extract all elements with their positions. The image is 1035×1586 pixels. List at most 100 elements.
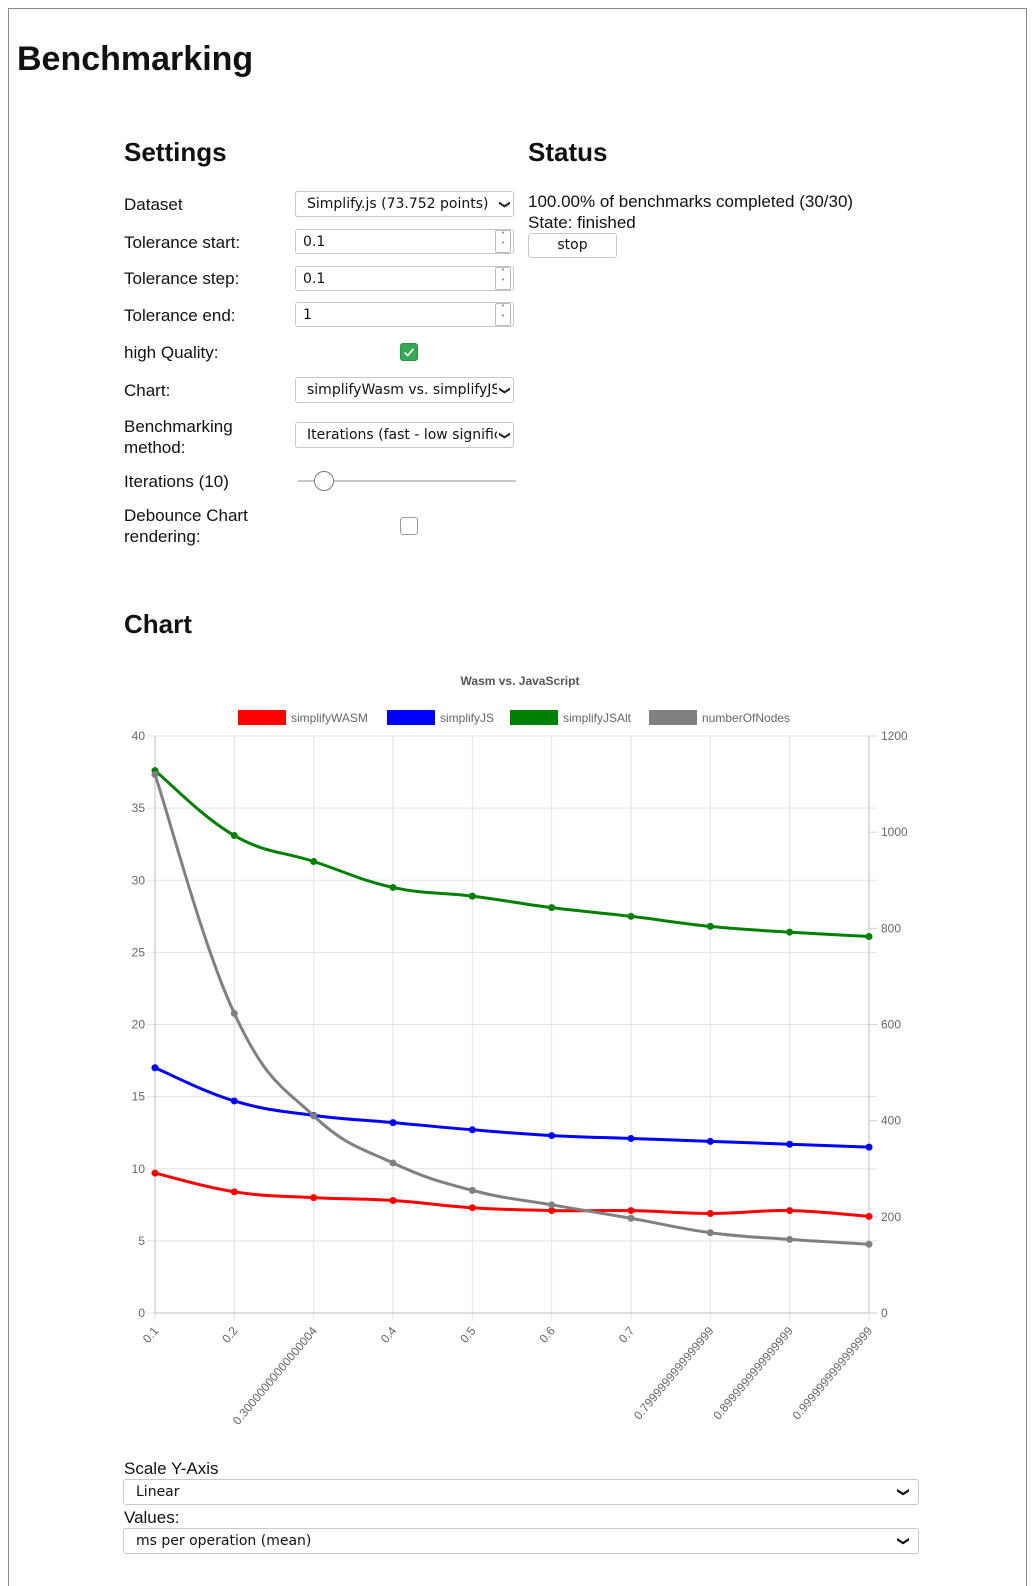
values-select[interactable]: ms per operation (mean) ❯: [123, 1528, 919, 1554]
data-point-numberOfNodes: [786, 1235, 794, 1243]
x-tick-label: 0.2: [219, 1324, 241, 1346]
data-point-simplifyJSAlt: [468, 892, 476, 900]
x-tick-label: 0.5: [457, 1324, 479, 1346]
legend-label-simplifyJSAlt: simplifyJSAlt: [563, 711, 632, 725]
y-left-tick-label: 25: [132, 945, 146, 959]
scale-y-axis-value: Linear: [136, 1484, 180, 1500]
iterations-slider-track[interactable]: [298, 480, 516, 482]
dataset-select-value: Simplify.js (73.752 points): [307, 196, 489, 212]
data-point-simplifyJS: [865, 1143, 873, 1151]
tolerance-step-value: 0.1: [303, 270, 326, 287]
data-point-numberOfNodes: [310, 1112, 318, 1120]
y-left-tick-label: 10: [132, 1162, 146, 1176]
chart-select-value: simplifyWasm vs. simplifyJS: [307, 382, 497, 398]
legend-label-numberOfNodes: numberOfNodes: [702, 711, 790, 725]
data-point-simplifyWASM: [230, 1188, 238, 1196]
data-point-numberOfNodes: [230, 1009, 238, 1017]
chevron-down-icon: ❯: [897, 1486, 911, 1498]
y-right-tick-label: 800: [881, 921, 901, 935]
legend-swatch-simplifyJS: [387, 710, 435, 725]
y-left-tick-label: 5: [138, 1234, 145, 1248]
data-point-simplifyJS: [230, 1097, 238, 1105]
chart-heading: Chart: [124, 609, 192, 639]
y-right-tick-label: 600: [881, 1018, 901, 1032]
legend-label-simplifyWASM: simplifyWASM: [291, 711, 368, 725]
tolerance-start-input[interactable]: 0.1 ˄ ˅: [295, 229, 514, 254]
scale-y-axis-select[interactable]: Linear ❯: [123, 1479, 919, 1505]
data-point-simplifyJSAlt: [627, 912, 635, 920]
line-chart: Wasm vs. JavaScript simplifyWASM simplifyJ…: [132, 674, 908, 1428]
spinner-icon[interactable]: ˄ ˅: [495, 230, 511, 253]
chart-select[interactable]: simplifyWasm vs. simplifyJS ❯: [295, 377, 514, 403]
data-point-simplifyWASM: [627, 1207, 635, 1215]
y-right-tick-label: 1000: [881, 825, 908, 839]
x-tick-label: 0.30000000000000004: [230, 1324, 320, 1428]
chart-title: Wasm vs. JavaScript: [461, 674, 580, 688]
method-select[interactable]: Iterations (fast - low significance) ❯: [295, 422, 514, 448]
data-point-numberOfNodes: [548, 1201, 556, 1209]
y-left-tick-label: 15: [132, 1090, 146, 1104]
data-point-simplifyJSAlt: [310, 857, 318, 865]
y-right-tick-label: 0: [881, 1306, 888, 1320]
spinner-icon[interactable]: ˄ ˅: [495, 267, 511, 290]
tolerance-end-value: 1: [303, 306, 312, 323]
x-tick-label: 0.7999999999999999: [631, 1324, 717, 1423]
method-label: Benchmarking method:: [124, 417, 233, 457]
iterations-label: Iterations (10): [124, 472, 229, 491]
tolerance-step-input[interactable]: 0.1 ˄ ˅: [295, 266, 514, 291]
dataset-select[interactable]: Simplify.js (73.752 points) ❯: [295, 191, 514, 217]
high-quality-label: high Quality:: [124, 343, 219, 362]
data-point-simplifyJS: [548, 1132, 556, 1140]
data-point-simplifyJS: [389, 1119, 397, 1127]
page-title: Benchmarking: [17, 40, 254, 78]
y-right-tick-label: 1200: [881, 729, 908, 743]
iterations-slider-thumb[interactable]: [314, 471, 334, 491]
data-point-simplifyJS: [786, 1140, 794, 1148]
data-point-simplifyWASM: [468, 1204, 476, 1212]
legend-swatch-numberOfNodes: [649, 710, 697, 725]
data-point-simplifyWASM: [706, 1209, 714, 1217]
y-left-tick-label: 20: [132, 1018, 146, 1032]
chevron-down-icon: ❯: [897, 1535, 911, 1547]
y-left-tick-label: 0: [138, 1306, 145, 1320]
tolerance-end-input[interactable]: 1 ˄ ˅: [295, 302, 514, 327]
x-tick-label: 0.7: [616, 1324, 638, 1346]
tolerance-start-value: 0.1: [303, 233, 326, 250]
x-tick-label: 0.1: [140, 1324, 162, 1346]
y-left-tick-label: 40: [132, 729, 146, 743]
data-point-simplifyJSAlt: [706, 922, 714, 930]
data-point-numberOfNodes: [865, 1240, 873, 1248]
data-point-numberOfNodes: [706, 1229, 714, 1237]
data-point-simplifyWASM: [151, 1169, 159, 1177]
spinner-icon[interactable]: ˄ ˅: [495, 303, 511, 326]
debounce-checkbox[interactable]: [400, 517, 418, 535]
tolerance-start-label: Tolerance start:: [124, 233, 241, 252]
data-point-simplifyWASM: [865, 1212, 873, 1220]
data-point-simplifyWASM: [786, 1207, 794, 1215]
x-tick-label: 0.9999999999999999: [789, 1324, 875, 1423]
debounce-label: Debounce Chart rendering:: [124, 506, 248, 546]
x-tick-label: 0.8999999999999999: [710, 1324, 796, 1423]
tolerance-end-label: Tolerance end:: [124, 306, 236, 325]
data-point-numberOfNodes: [389, 1159, 397, 1167]
tolerance-step-label: Tolerance step:: [124, 269, 240, 288]
x-tick-label: 0.6: [537, 1324, 559, 1346]
dataset-label: Dataset: [124, 195, 183, 214]
status-progress: 100.00% of benchmarks completed (30/30): [528, 192, 854, 211]
data-point-simplifyJSAlt: [786, 928, 794, 936]
data-point-simplifyWASM: [310, 1194, 318, 1202]
stop-button[interactable]: stop: [528, 233, 617, 258]
settings-heading: Settings: [124, 137, 227, 167]
checkmark-icon: [403, 348, 415, 357]
high-quality-checkbox[interactable]: [400, 343, 418, 361]
x-tick-label: 0.4: [378, 1324, 400, 1346]
data-point-simplifyJS: [627, 1134, 635, 1142]
values-select-value: ms per operation (mean): [136, 1533, 312, 1549]
series-line-numberOfNodes: [153, 773, 870, 1246]
legend-swatch-simplifyWASM: [238, 710, 286, 725]
series-line-simplifyJS: [154, 1066, 870, 1149]
values-label: Values:: [124, 1508, 180, 1527]
y-left-tick-label: 35: [132, 801, 146, 815]
data-point-numberOfNodes: [151, 770, 159, 778]
y-right-tick-label: 400: [881, 1114, 901, 1128]
